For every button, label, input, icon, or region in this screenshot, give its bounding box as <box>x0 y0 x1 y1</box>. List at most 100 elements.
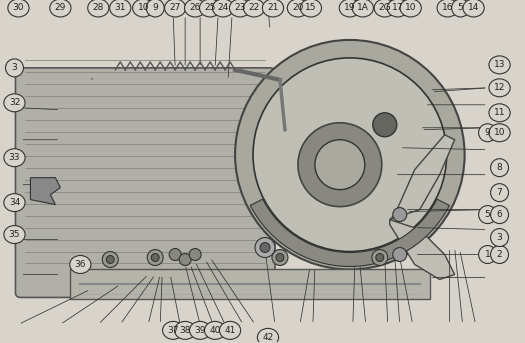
Polygon shape <box>250 199 449 267</box>
Text: 41: 41 <box>224 326 236 335</box>
Text: 14: 14 <box>468 3 479 12</box>
Text: 26: 26 <box>190 3 201 12</box>
Text: 11: 11 <box>494 108 505 117</box>
Circle shape <box>102 251 118 268</box>
Ellipse shape <box>257 328 279 343</box>
Circle shape <box>393 248 407 261</box>
Ellipse shape <box>489 104 510 122</box>
Text: 28: 28 <box>92 3 104 12</box>
Ellipse shape <box>146 0 164 17</box>
Text: 12: 12 <box>494 83 505 92</box>
Circle shape <box>253 58 447 251</box>
Ellipse shape <box>489 124 510 142</box>
Ellipse shape <box>490 246 509 263</box>
Polygon shape <box>390 220 455 280</box>
Ellipse shape <box>489 79 510 97</box>
Text: 31: 31 <box>114 3 126 12</box>
Text: 23: 23 <box>234 3 246 12</box>
Circle shape <box>315 140 365 190</box>
Ellipse shape <box>490 184 509 202</box>
Circle shape <box>189 249 201 260</box>
Text: 39: 39 <box>194 326 206 335</box>
Text: 1: 1 <box>485 250 490 259</box>
Ellipse shape <box>184 0 206 17</box>
Text: 2: 2 <box>497 250 502 259</box>
Ellipse shape <box>452 0 469 17</box>
Ellipse shape <box>479 246 497 263</box>
Text: 29: 29 <box>55 3 66 12</box>
Ellipse shape <box>190 321 211 339</box>
Ellipse shape <box>50 0 71 17</box>
Ellipse shape <box>164 0 186 17</box>
Circle shape <box>235 40 465 270</box>
Text: 20: 20 <box>292 3 303 12</box>
Text: 40: 40 <box>209 326 221 335</box>
Text: 25: 25 <box>204 3 216 12</box>
Text: 24: 24 <box>217 3 229 12</box>
Text: 19: 19 <box>344 3 355 12</box>
Text: 33: 33 <box>9 153 20 162</box>
Text: 30: 30 <box>13 3 24 12</box>
Ellipse shape <box>490 205 509 224</box>
Ellipse shape <box>387 0 408 17</box>
Circle shape <box>298 123 382 206</box>
Text: 5: 5 <box>458 3 464 12</box>
Ellipse shape <box>213 0 234 17</box>
Ellipse shape <box>400 0 422 17</box>
Ellipse shape <box>352 0 373 17</box>
Ellipse shape <box>174 321 196 339</box>
Text: 38: 38 <box>180 326 191 335</box>
Ellipse shape <box>374 0 395 17</box>
Ellipse shape <box>4 94 25 112</box>
Text: 6: 6 <box>497 210 502 219</box>
Circle shape <box>147 249 163 265</box>
Ellipse shape <box>489 56 510 74</box>
Ellipse shape <box>244 0 265 17</box>
Text: 3: 3 <box>12 63 17 72</box>
Ellipse shape <box>339 0 361 17</box>
Circle shape <box>151 253 159 261</box>
Ellipse shape <box>133 0 154 17</box>
Ellipse shape <box>463 0 484 17</box>
Ellipse shape <box>163 321 184 339</box>
Text: 34: 34 <box>9 198 20 207</box>
Ellipse shape <box>287 0 309 17</box>
Circle shape <box>169 249 181 260</box>
Circle shape <box>276 253 284 261</box>
Circle shape <box>179 253 191 265</box>
Text: 22: 22 <box>248 3 260 12</box>
Ellipse shape <box>479 205 497 224</box>
Ellipse shape <box>88 0 109 17</box>
Circle shape <box>372 249 388 265</box>
Text: 9: 9 <box>152 3 158 12</box>
Ellipse shape <box>490 159 509 177</box>
Circle shape <box>106 256 114 263</box>
Ellipse shape <box>8 0 29 17</box>
Circle shape <box>255 238 275 258</box>
Ellipse shape <box>4 226 25 244</box>
Circle shape <box>393 208 407 222</box>
FancyBboxPatch shape <box>15 68 275 297</box>
Circle shape <box>260 243 270 252</box>
Text: 3: 3 <box>497 233 502 242</box>
Ellipse shape <box>300 0 321 17</box>
Circle shape <box>373 113 397 137</box>
Text: 8: 8 <box>497 163 502 172</box>
Text: 42: 42 <box>262 333 274 342</box>
Polygon shape <box>390 135 455 220</box>
Text: 10: 10 <box>405 3 416 12</box>
Ellipse shape <box>70 256 91 273</box>
Ellipse shape <box>4 149 25 167</box>
Text: 7: 7 <box>497 188 502 197</box>
Ellipse shape <box>262 0 284 17</box>
Ellipse shape <box>5 59 24 77</box>
Text: 21: 21 <box>267 3 279 12</box>
Text: 16: 16 <box>442 3 454 12</box>
Text: 36: 36 <box>75 260 86 269</box>
Text: 10: 10 <box>138 3 149 12</box>
Ellipse shape <box>219 321 240 339</box>
Ellipse shape <box>200 0 220 17</box>
Ellipse shape <box>437 0 458 17</box>
Text: 32: 32 <box>9 98 20 107</box>
Text: 10: 10 <box>494 128 505 137</box>
